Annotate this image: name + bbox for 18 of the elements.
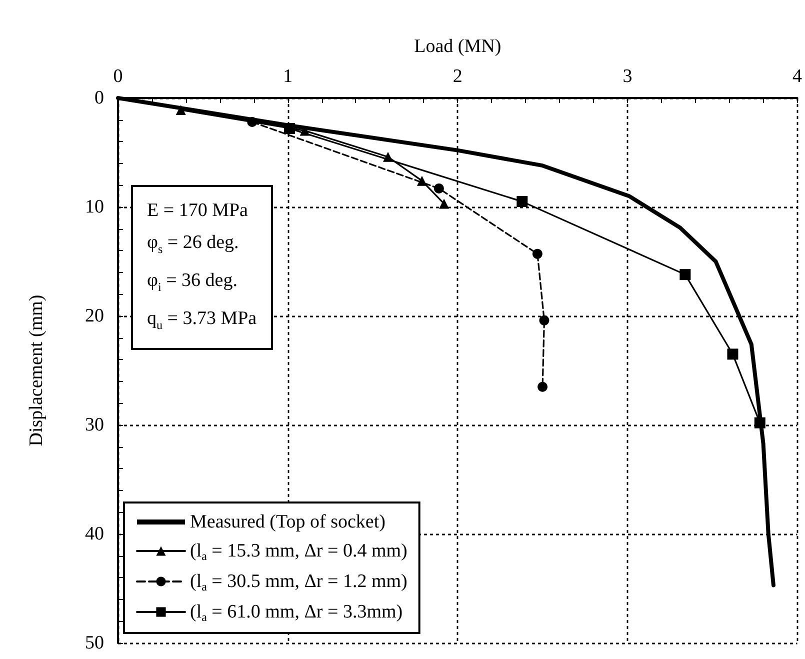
annotation: φ$_{i}$ = 36 deg.: [147, 268, 238, 296]
y-tick-label: 20: [85, 306, 104, 326]
y-tick-label: 30: [85, 414, 104, 436]
x-tick-label: 0: [113, 66, 123, 87]
x-tick-label: 2: [452, 66, 462, 87]
annotation: q$_{u}$ = 3.73 MPa: [147, 306, 257, 334]
x-tick-label: 1: [283, 66, 293, 87]
y-tick-label: 40: [85, 524, 104, 544]
x-axis-title: Load (MN): [414, 36, 502, 57]
y-tick-label: 10: [85, 196, 104, 218]
y-tick-label: 50: [85, 632, 104, 654]
annotation: φ$_{s}$ = 26 deg.: [147, 231, 240, 258]
x-tick-label: 3: [622, 66, 632, 87]
legend-label: Measured (Top of socket): [190, 512, 386, 532]
annotation: E = 170 MPa: [147, 199, 249, 223]
x-tick-label: 4: [792, 66, 802, 87]
y-tick-label: 0: [94, 88, 104, 108]
y-axis-title: Displacement (mm): [26, 294, 47, 446]
